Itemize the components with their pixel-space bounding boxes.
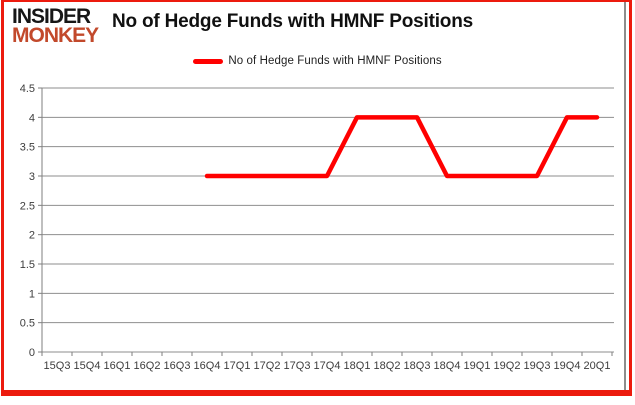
logo-word-insider: INSIDER xyxy=(12,5,91,28)
x-tick-label: 16Q1 xyxy=(104,360,131,372)
y-tick-label: 3 xyxy=(29,171,35,183)
chart-title: No of Hedge Funds with HMNF Positions xyxy=(112,11,473,32)
x-tick-label: 17Q4 xyxy=(314,360,341,372)
y-tick-label: 1 xyxy=(29,288,35,300)
insider-monkey-logo: INSIDER MONKEY xyxy=(12,5,99,48)
y-tick-label: 0.5 xyxy=(20,318,35,330)
y-tick-label: 2.5 xyxy=(20,200,35,212)
x-tick-label: 19Q1 xyxy=(464,360,491,372)
chart-right-edge-line xyxy=(624,2,626,390)
y-tick-label: 3.5 xyxy=(20,142,35,154)
y-tick-label: 0 xyxy=(29,347,35,359)
legend-series-label: No of Hedge Funds with HMNF Positions xyxy=(228,55,442,67)
x-tick-label: 19Q3 xyxy=(524,360,551,372)
logo-word-monkey: MONKEY xyxy=(12,24,99,48)
x-tick-label: 18Q3 xyxy=(404,360,431,372)
x-tick-label: 16Q3 xyxy=(164,360,191,372)
chart-legend: No of Hedge Funds with HMNF Positions xyxy=(0,55,635,67)
x-tick-label: 17Q3 xyxy=(284,360,311,372)
x-tick-label: 19Q2 xyxy=(494,360,521,372)
y-tick-label: 2 xyxy=(29,230,35,242)
x-tick-label: 20Q1 xyxy=(584,360,611,372)
x-tick-label: 18Q4 xyxy=(434,360,461,372)
x-tick-label: 17Q1 xyxy=(224,360,251,372)
x-tick-label: 19Q4 xyxy=(554,360,581,372)
x-tick-label: 18Q2 xyxy=(374,360,401,372)
x-tick-label: 15Q4 xyxy=(74,360,101,372)
x-tick-label: 16Q2 xyxy=(134,360,161,372)
y-tick-label: 4.5 xyxy=(20,83,35,95)
series-line-hedge-funds xyxy=(204,115,600,179)
y-tick-label: 4 xyxy=(29,112,35,124)
x-tick-label: 17Q2 xyxy=(254,360,281,372)
legend-line-swatch xyxy=(193,58,224,64)
x-tick-label: 16Q4 xyxy=(194,360,221,372)
x-tick-label: 18Q1 xyxy=(344,360,371,372)
y-tick-label: 1.5 xyxy=(20,259,35,271)
x-tick-label: 15Q3 xyxy=(44,360,71,372)
